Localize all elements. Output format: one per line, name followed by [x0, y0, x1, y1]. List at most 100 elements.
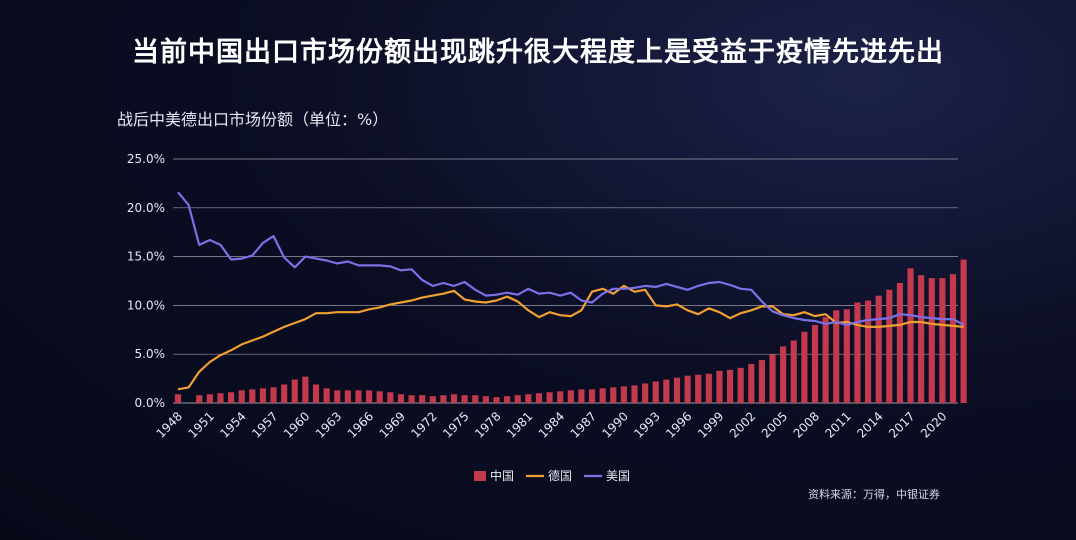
- china-bar: [312, 384, 320, 403]
- page-headline: 当前中国出口市场份额出现跳升很大程度上是受益于疫情先进先出: [132, 37, 944, 68]
- x-tick-label: 2014: [854, 409, 885, 440]
- china-bar: [620, 386, 627, 403]
- china-bar: [822, 317, 829, 403]
- china-bar: [652, 381, 659, 403]
- china-bar: [461, 395, 468, 403]
- china-bar: [291, 379, 298, 403]
- legend: 中国 德国 美国: [474, 468, 630, 483]
- china-bar: [472, 395, 479, 403]
- y-tick-label: 20.0%: [127, 201, 165, 215]
- china-bar: [355, 390, 362, 403]
- china-bar: [504, 396, 511, 403]
- china-bar: [482, 396, 489, 403]
- china-bar: [450, 394, 458, 403]
- x-tick-label: 1957: [249, 409, 280, 440]
- usa-line: [177, 191, 965, 326]
- china-bar: [896, 282, 903, 403]
- china-bar: [228, 392, 235, 403]
- x-tick-label: 1978: [472, 409, 503, 440]
- china-bar: [408, 395, 415, 403]
- china-bar: [302, 376, 309, 403]
- x-tick-label: 2017: [886, 409, 917, 440]
- china-bar: [758, 360, 765, 403]
- x-tick-label: 1999: [695, 409, 726, 440]
- x-tick-label: 2005: [759, 409, 790, 440]
- china-bar: [673, 377, 681, 403]
- china-bar: [875, 295, 882, 403]
- china-bar: [780, 346, 787, 403]
- x-tick-label: 1981: [504, 409, 535, 440]
- china-bar: [695, 374, 702, 403]
- china-bar: [525, 394, 532, 403]
- x-tick-label: 1984: [536, 409, 567, 440]
- gridlines: [173, 158, 958, 404]
- china-bar: [918, 275, 925, 403]
- legend-label: 德国: [548, 468, 572, 483]
- x-tick-label: 1972: [408, 409, 439, 440]
- china-bar: [748, 363, 755, 403]
- y-tick-label: 10.0%: [127, 298, 165, 312]
- china-bar: [514, 395, 521, 403]
- china-bar: [344, 390, 351, 403]
- china-bar: [376, 391, 383, 403]
- china-bar: [928, 278, 935, 403]
- china-bar: [567, 390, 574, 403]
- china-bar: [939, 278, 946, 403]
- china-bar: [334, 390, 341, 403]
- y-tick-label: 25.0%: [127, 152, 165, 166]
- chart-title: 战后中美德出口市场份额（单位：%）: [117, 110, 389, 129]
- x-tick-label: 1993: [631, 409, 662, 440]
- china-bar: [206, 394, 213, 403]
- germany-line: [177, 284, 964, 391]
- china-bar: [843, 309, 850, 403]
- x-tick-label: 1990: [600, 409, 631, 440]
- x-tick-label: 1951: [185, 409, 216, 440]
- china-bar: [854, 302, 861, 403]
- china-bar: [716, 370, 723, 403]
- china-bar: [684, 375, 691, 403]
- china-bar: [886, 289, 893, 403]
- china-bar: [801, 331, 808, 403]
- series-lines: [177, 191, 965, 391]
- china-bar: [366, 390, 373, 403]
- china-bar: [217, 393, 224, 403]
- china-bar: [737, 367, 744, 403]
- china-bar: [323, 388, 330, 403]
- china-bar: [769, 354, 776, 403]
- x-tick-label: 2011: [822, 409, 853, 440]
- china-bar: [907, 268, 914, 403]
- x-tick-label: 1975: [440, 409, 471, 440]
- china-bars: [174, 259, 967, 403]
- china-bar: [960, 259, 967, 403]
- china-bar: [599, 388, 606, 403]
- x-tick-label: 1996: [663, 409, 694, 440]
- china-bar: [578, 389, 585, 403]
- china-bar: [949, 274, 957, 403]
- x-tick-label: 2020: [918, 409, 949, 440]
- china-bar: [387, 392, 394, 403]
- x-tick-label: 2002: [727, 409, 758, 440]
- china-bar: [429, 396, 436, 403]
- china-bar: [588, 389, 596, 403]
- x-tick-label: 1987: [568, 409, 599, 440]
- y-tick-label: 0.0%: [135, 396, 166, 410]
- china-bar: [663, 379, 670, 403]
- china-bar: [419, 395, 426, 403]
- source-note: 资料来源：万得，中银证券: [808, 488, 940, 501]
- china-bar: [790, 340, 797, 403]
- china-bar: [811, 324, 819, 403]
- china-bar: [493, 397, 500, 403]
- china-bar: [535, 393, 543, 403]
- china-bar: [174, 394, 182, 403]
- china-bar: [238, 390, 245, 403]
- x-tick-label: 1948: [154, 409, 185, 440]
- china-bar: [864, 300, 872, 403]
- china-bar: [631, 385, 638, 403]
- china-bar: [259, 388, 267, 403]
- china-bar: [705, 373, 712, 403]
- x-tick-label: 1963: [313, 409, 344, 440]
- y-tick-label: 5.0%: [135, 347, 166, 361]
- china-bar: [397, 394, 405, 403]
- china-bar: [726, 369, 734, 403]
- legend-label: 美国: [606, 469, 630, 483]
